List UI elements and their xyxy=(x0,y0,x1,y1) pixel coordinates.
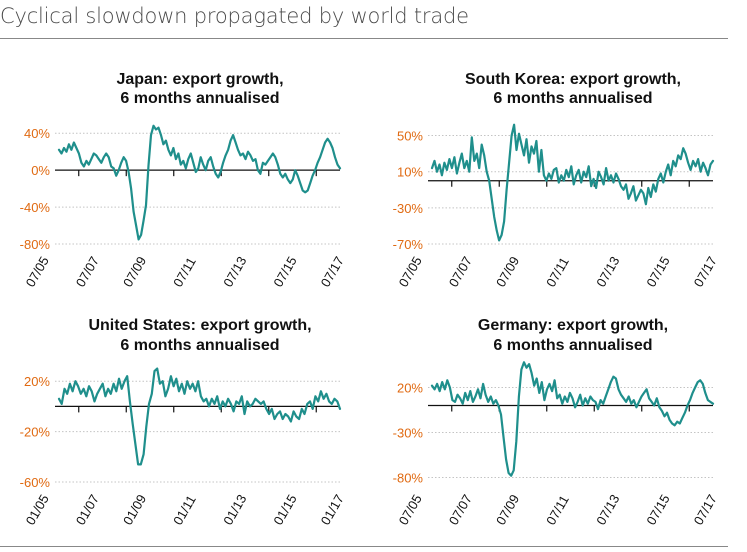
united-states-title-line2: 6 months annualised xyxy=(120,337,279,354)
bottom-rule xyxy=(0,546,728,547)
united-states-series-line xyxy=(57,367,342,466)
united-states-ytick-label: -60% xyxy=(20,475,51,490)
germany-ytick-label: -30% xyxy=(393,426,424,441)
south-korea-title-line2: 6 months annualised xyxy=(493,90,652,107)
japan-ytick-label: 0% xyxy=(31,163,50,178)
south-korea-ytick-label: 50% xyxy=(397,129,423,144)
page-title: Cyclical slowdown propagated by world tr… xyxy=(0,4,469,28)
japan-ytick-label: -40% xyxy=(20,200,51,215)
germany-title-line1: Germany: export growth, xyxy=(478,317,668,334)
united-states-ytick-label: -20% xyxy=(20,425,51,440)
united-states-title-line1: United States: export growth, xyxy=(88,317,311,334)
germany-title-line2: 6 months annualised xyxy=(493,337,652,354)
south-korea-series-line xyxy=(430,123,715,242)
south-korea-ytick-label: 10% xyxy=(397,165,423,180)
united-states-ytick-label: 20% xyxy=(24,374,50,389)
japan-ytick-label: 40% xyxy=(24,126,50,141)
south-korea-ytick-label: -30% xyxy=(393,201,424,216)
japan-title-line1: Japan: export growth, xyxy=(116,71,283,88)
germany-xtick-label: 07/17 xyxy=(691,492,720,528)
germany-xtick-label: 07/13 xyxy=(593,492,622,528)
south-korea-title-line1: South Korea: export growth, xyxy=(465,71,681,88)
germany-xtick-label: 07/07 xyxy=(446,492,475,528)
germany-xtick-label: 07/15 xyxy=(643,492,672,528)
japan-ytick-label: -80% xyxy=(20,237,51,252)
germany-xtick-label: 07/09 xyxy=(493,492,522,528)
germany-xtick-label: 07/11 xyxy=(543,493,572,528)
top-rule xyxy=(0,38,728,39)
south-korea-ytick-label: -70% xyxy=(393,237,424,252)
germany-ytick-label: 20% xyxy=(397,381,423,396)
japan-title-line2: 6 months annualised xyxy=(120,90,279,107)
germany-series-line xyxy=(430,361,715,477)
japan-series-line xyxy=(57,124,342,241)
germany-xtick-label: 07/05 xyxy=(396,492,425,528)
germany-ytick-label: -80% xyxy=(393,471,424,486)
